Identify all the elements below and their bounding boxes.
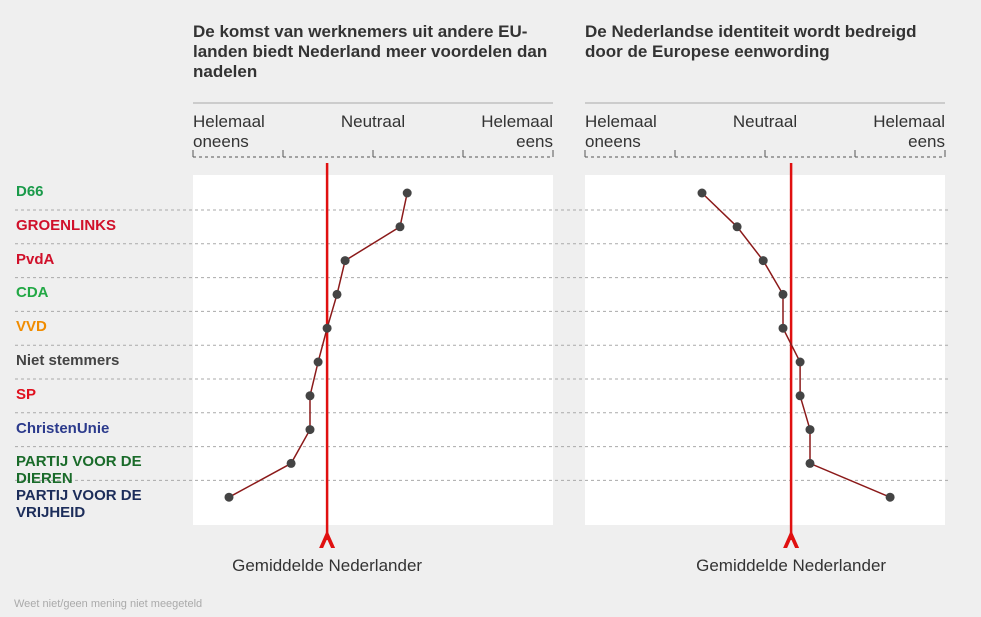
- average-marker: [319, 530, 336, 548]
- data-point: [340, 256, 350, 266]
- data-point: [805, 425, 815, 435]
- x-tick-label: Helemaal oneens: [193, 112, 265, 151]
- data-point: [224, 492, 234, 502]
- data-point: [885, 492, 895, 502]
- data-point: [395, 222, 405, 232]
- data-point: [732, 222, 742, 232]
- plot-area: [585, 175, 945, 525]
- data-point: [758, 256, 768, 266]
- average-label: Gemiddelde Nederlander: [232, 556, 423, 575]
- x-tick-label: Helemaal oneens: [585, 112, 657, 151]
- party-label: CDA: [16, 284, 49, 302]
- data-point: [778, 323, 788, 333]
- x-tick-label: Neutraal: [732, 112, 798, 131]
- x-tick-label: Helemaal eens: [481, 112, 553, 151]
- data-point: [305, 391, 315, 401]
- data-point: [402, 188, 412, 198]
- data-point: [305, 425, 315, 435]
- data-point: [313, 357, 323, 367]
- x-tick-label: Helemaal eens: [873, 112, 945, 151]
- x-tick-label: Neutraal: [340, 112, 406, 131]
- party-label: ChristenUnie: [16, 419, 110, 437]
- data-point: [322, 323, 332, 333]
- data-point: [332, 289, 342, 299]
- plot-area: [193, 175, 553, 525]
- footnote: Weet niet/geen mening niet meegeteld: [14, 598, 203, 610]
- data-point: [795, 391, 805, 401]
- party-label: PARTIJ VOOR DE VRIJHEID: [16, 487, 142, 522]
- data-point: [805, 458, 815, 468]
- party-label: Niet stemmers: [16, 352, 120, 369]
- party-label: D66: [16, 183, 44, 200]
- party-label: VVD: [16, 318, 47, 336]
- data-point: [697, 188, 707, 198]
- average-marker: [783, 530, 800, 548]
- party-label: PARTIJ VOOR DE DIEREN: [16, 453, 142, 488]
- data-point: [286, 458, 296, 468]
- series-line: [228, 192, 408, 498]
- chart-title: De komst van werknemers uit andere EU-la…: [193, 22, 548, 81]
- series-line: [701, 192, 891, 498]
- chart-title: De Nederlandse identiteit wordt bedreigd…: [585, 22, 917, 61]
- party-label: SP: [16, 385, 37, 403]
- data-point: [778, 289, 788, 299]
- party-label: GROENLINKS: [16, 216, 117, 234]
- average-label: Gemiddelde Nederlander: [696, 556, 887, 575]
- data-point: [795, 357, 805, 367]
- party-label: PvdA: [16, 250, 55, 268]
